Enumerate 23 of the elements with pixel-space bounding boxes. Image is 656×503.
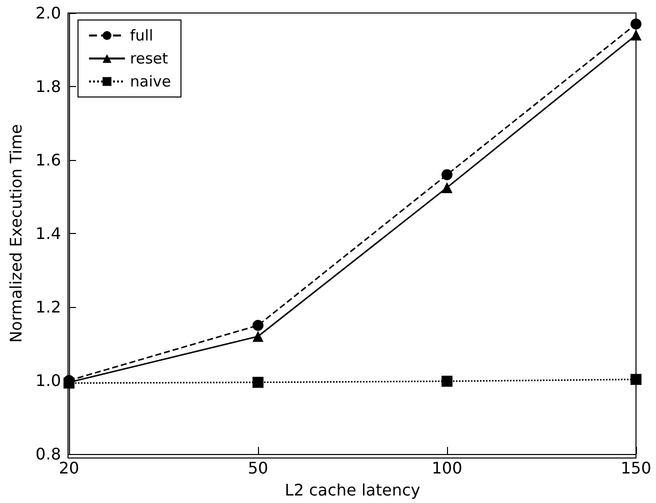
point xyxy=(442,376,452,387)
x-tick-label: 150 xyxy=(620,458,652,478)
x-axis-title: L2 cache latency xyxy=(284,480,420,500)
point xyxy=(442,182,452,194)
point xyxy=(252,376,264,388)
y-tick-label: 2.0 xyxy=(36,4,61,22)
y-tick-label: 1.2 xyxy=(36,298,61,316)
y-tick-label: 1.8 xyxy=(36,77,61,96)
legend-label: reset xyxy=(130,50,168,68)
x-tick-label: 50 xyxy=(248,458,268,478)
y-axis-title: Normalized Execution Time xyxy=(6,124,26,343)
x-tick-label: 20 xyxy=(58,458,80,478)
y-tick-label: 1.0 xyxy=(36,371,61,390)
y-tick-label: 0.8 xyxy=(36,444,61,464)
x-tick-label: 100 xyxy=(432,458,462,478)
legend-label: full xyxy=(130,26,154,44)
point xyxy=(442,169,452,180)
point xyxy=(252,330,264,342)
y-tick-label: 1.4 xyxy=(36,224,61,243)
point xyxy=(630,374,642,385)
y-tick-label: 1.6 xyxy=(36,150,61,170)
legend-label: naive xyxy=(130,72,171,90)
point xyxy=(252,320,264,331)
